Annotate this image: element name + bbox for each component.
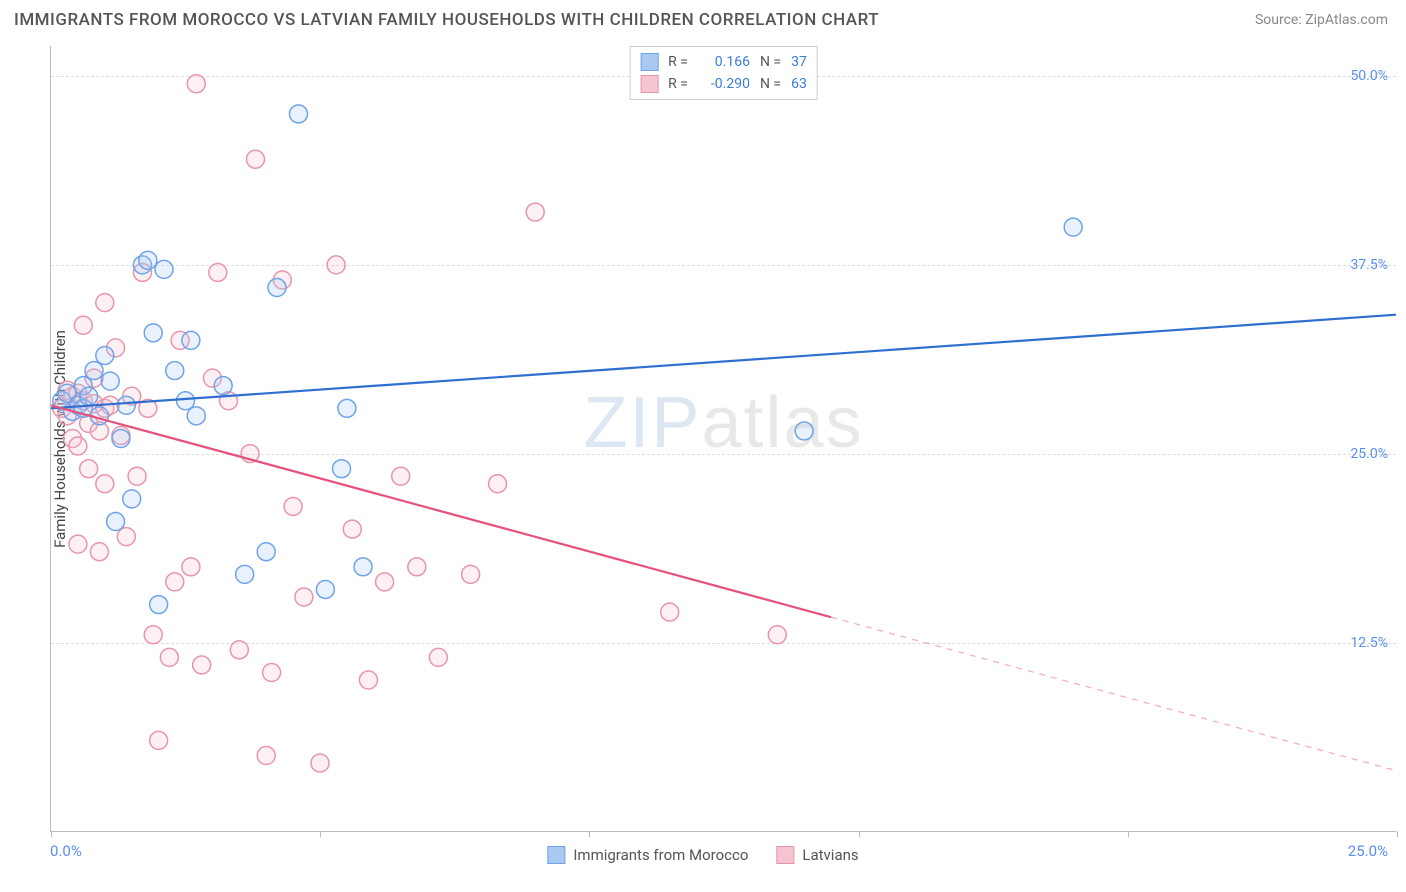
legend-swatch xyxy=(640,75,658,93)
scatter-point xyxy=(150,596,168,614)
x-axis-min-label: 0.0% xyxy=(50,842,82,860)
scatter-point xyxy=(268,279,286,297)
scatter-point xyxy=(107,513,125,531)
title-bar: IMMIGRANTS FROM MOROCCO VS LATVIAN FAMIL… xyxy=(0,0,1406,38)
scatter-svg xyxy=(51,46,1396,831)
scatter-point xyxy=(284,497,302,515)
scatter-point xyxy=(526,203,544,221)
scatter-point xyxy=(128,467,146,485)
scatter-point xyxy=(69,437,87,455)
n-label: N = xyxy=(760,51,781,73)
x-tick xyxy=(1397,831,1398,837)
plot-wrapper: ZIPatlas R = 0.166 N = 37 R = -0.290 N =… xyxy=(50,46,1396,832)
scatter-point xyxy=(193,656,211,674)
r-label: R = xyxy=(668,73,688,95)
legend-bottom: Immigrants from Morocco Latvians xyxy=(547,846,858,864)
legend-bottom-item: Latvians xyxy=(776,846,858,864)
legend-swatch xyxy=(547,846,565,864)
x-tick xyxy=(51,831,52,837)
legend-swatch xyxy=(776,846,794,864)
n-value: 63 xyxy=(791,73,807,95)
scatter-point xyxy=(144,626,162,644)
scatter-point xyxy=(166,573,184,591)
x-axis-max-label: 25.0% xyxy=(1348,842,1388,860)
scatter-point xyxy=(795,422,813,440)
legend-label: Immigrants from Morocco xyxy=(573,846,748,864)
scatter-point xyxy=(343,520,361,538)
scatter-point xyxy=(462,565,480,583)
legend-swatch xyxy=(640,53,658,71)
scatter-point xyxy=(295,588,313,606)
scatter-point xyxy=(257,543,275,561)
regression-line-dashed xyxy=(831,617,1396,770)
legend-label: Latvians xyxy=(802,846,858,864)
scatter-point xyxy=(209,263,227,281)
scatter-point xyxy=(166,362,184,380)
scatter-point xyxy=(392,467,410,485)
scatter-point xyxy=(117,396,135,414)
n-value: 37 xyxy=(791,51,807,73)
scatter-point xyxy=(85,362,103,380)
scatter-point xyxy=(101,372,119,390)
scatter-point xyxy=(333,460,351,478)
chart-title: IMMIGRANTS FROM MOROCCO VS LATVIAN FAMIL… xyxy=(14,10,879,30)
scatter-point xyxy=(150,731,168,749)
scatter-point xyxy=(289,105,307,123)
plot-area: ZIPatlas R = 0.166 N = 37 R = -0.290 N =… xyxy=(50,46,1396,832)
legend-top-row: R = 0.166 N = 37 xyxy=(640,51,807,73)
scatter-point xyxy=(408,558,426,576)
scatter-point xyxy=(182,331,200,349)
scatter-point xyxy=(69,535,87,553)
scatter-point xyxy=(117,528,135,546)
scatter-point xyxy=(246,150,264,168)
scatter-point xyxy=(661,603,679,621)
scatter-point xyxy=(236,565,254,583)
x-tick xyxy=(589,831,590,837)
scatter-point xyxy=(187,407,205,425)
scatter-point xyxy=(80,387,98,405)
r-value: 0.166 xyxy=(698,51,750,73)
x-tick xyxy=(859,831,860,837)
x-tick xyxy=(320,831,321,837)
x-tick xyxy=(1128,831,1129,837)
scatter-point xyxy=(80,460,98,478)
legend-top: R = 0.166 N = 37 R = -0.290 N = 63 xyxy=(629,46,818,100)
scatter-point xyxy=(354,558,372,576)
legend-top-row: R = -0.290 N = 63 xyxy=(640,73,807,95)
scatter-point xyxy=(177,392,195,410)
legend-bottom-item: Immigrants from Morocco xyxy=(547,846,748,864)
scatter-point xyxy=(187,75,205,93)
scatter-point xyxy=(327,256,345,274)
scatter-point xyxy=(316,580,334,598)
scatter-point xyxy=(155,260,173,278)
scatter-point xyxy=(160,648,178,666)
scatter-point xyxy=(257,747,275,765)
regression-line xyxy=(51,315,1396,409)
scatter-point xyxy=(123,490,141,508)
scatter-point xyxy=(214,377,232,395)
scatter-point xyxy=(90,543,108,561)
scatter-point xyxy=(768,626,786,644)
scatter-point xyxy=(359,671,377,689)
scatter-point xyxy=(489,475,507,493)
source-label: Source: ZipAtlas.com xyxy=(1255,12,1388,28)
n-label: N = xyxy=(760,73,781,95)
scatter-point xyxy=(429,648,447,666)
scatter-point xyxy=(144,324,162,342)
scatter-point xyxy=(311,754,329,772)
scatter-point xyxy=(1064,218,1082,236)
r-label: R = xyxy=(668,51,688,73)
scatter-point xyxy=(230,641,248,659)
scatter-point xyxy=(96,346,114,364)
scatter-point xyxy=(74,316,92,334)
scatter-point xyxy=(338,399,356,417)
scatter-point xyxy=(139,251,157,269)
scatter-point xyxy=(376,573,394,591)
r-value: -0.290 xyxy=(698,73,750,95)
scatter-point xyxy=(112,430,130,448)
scatter-point xyxy=(182,558,200,576)
scatter-point xyxy=(96,475,114,493)
scatter-point xyxy=(96,294,114,312)
scatter-point xyxy=(263,664,281,682)
